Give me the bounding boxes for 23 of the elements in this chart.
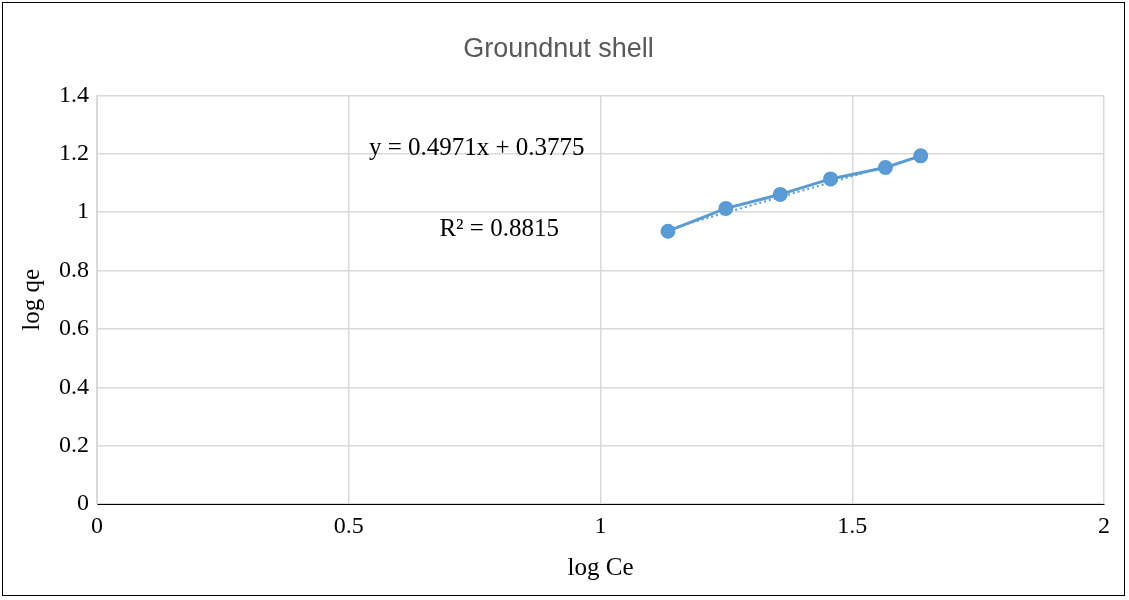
x-axis-title: log Ce bbox=[567, 552, 634, 580]
point bbox=[913, 148, 929, 164]
y-tick-label: 0.6 bbox=[59, 314, 89, 341]
x-tick-label: 0.5 bbox=[333, 511, 364, 538]
y-tick-label: 0 bbox=[77, 489, 89, 516]
y-tick-label: 0.4 bbox=[59, 372, 89, 399]
y-tick-label: 1 bbox=[77, 197, 89, 224]
point bbox=[718, 200, 734, 216]
annotation: R² = 0.8815 bbox=[439, 214, 559, 242]
x-tick-label: 1 bbox=[594, 511, 607, 538]
y-tick-label: 0.8 bbox=[59, 255, 89, 282]
point bbox=[660, 223, 676, 239]
y-axis-title: log qe bbox=[16, 268, 44, 331]
y-tick-label: 1.4 bbox=[59, 80, 89, 107]
point bbox=[823, 171, 839, 187]
annotation: y = 0.4971x + 0.3775 bbox=[368, 132, 585, 160]
x-tick-label: 1.5 bbox=[837, 511, 868, 538]
x-tick-label: 2 bbox=[1098, 511, 1110, 538]
point bbox=[877, 160, 893, 176]
point bbox=[772, 186, 788, 202]
y-tick-label: 0.2 bbox=[59, 431, 89, 458]
chart-title: Groundnut shell bbox=[463, 32, 654, 63]
y-tick-label: 1.2 bbox=[59, 139, 89, 166]
